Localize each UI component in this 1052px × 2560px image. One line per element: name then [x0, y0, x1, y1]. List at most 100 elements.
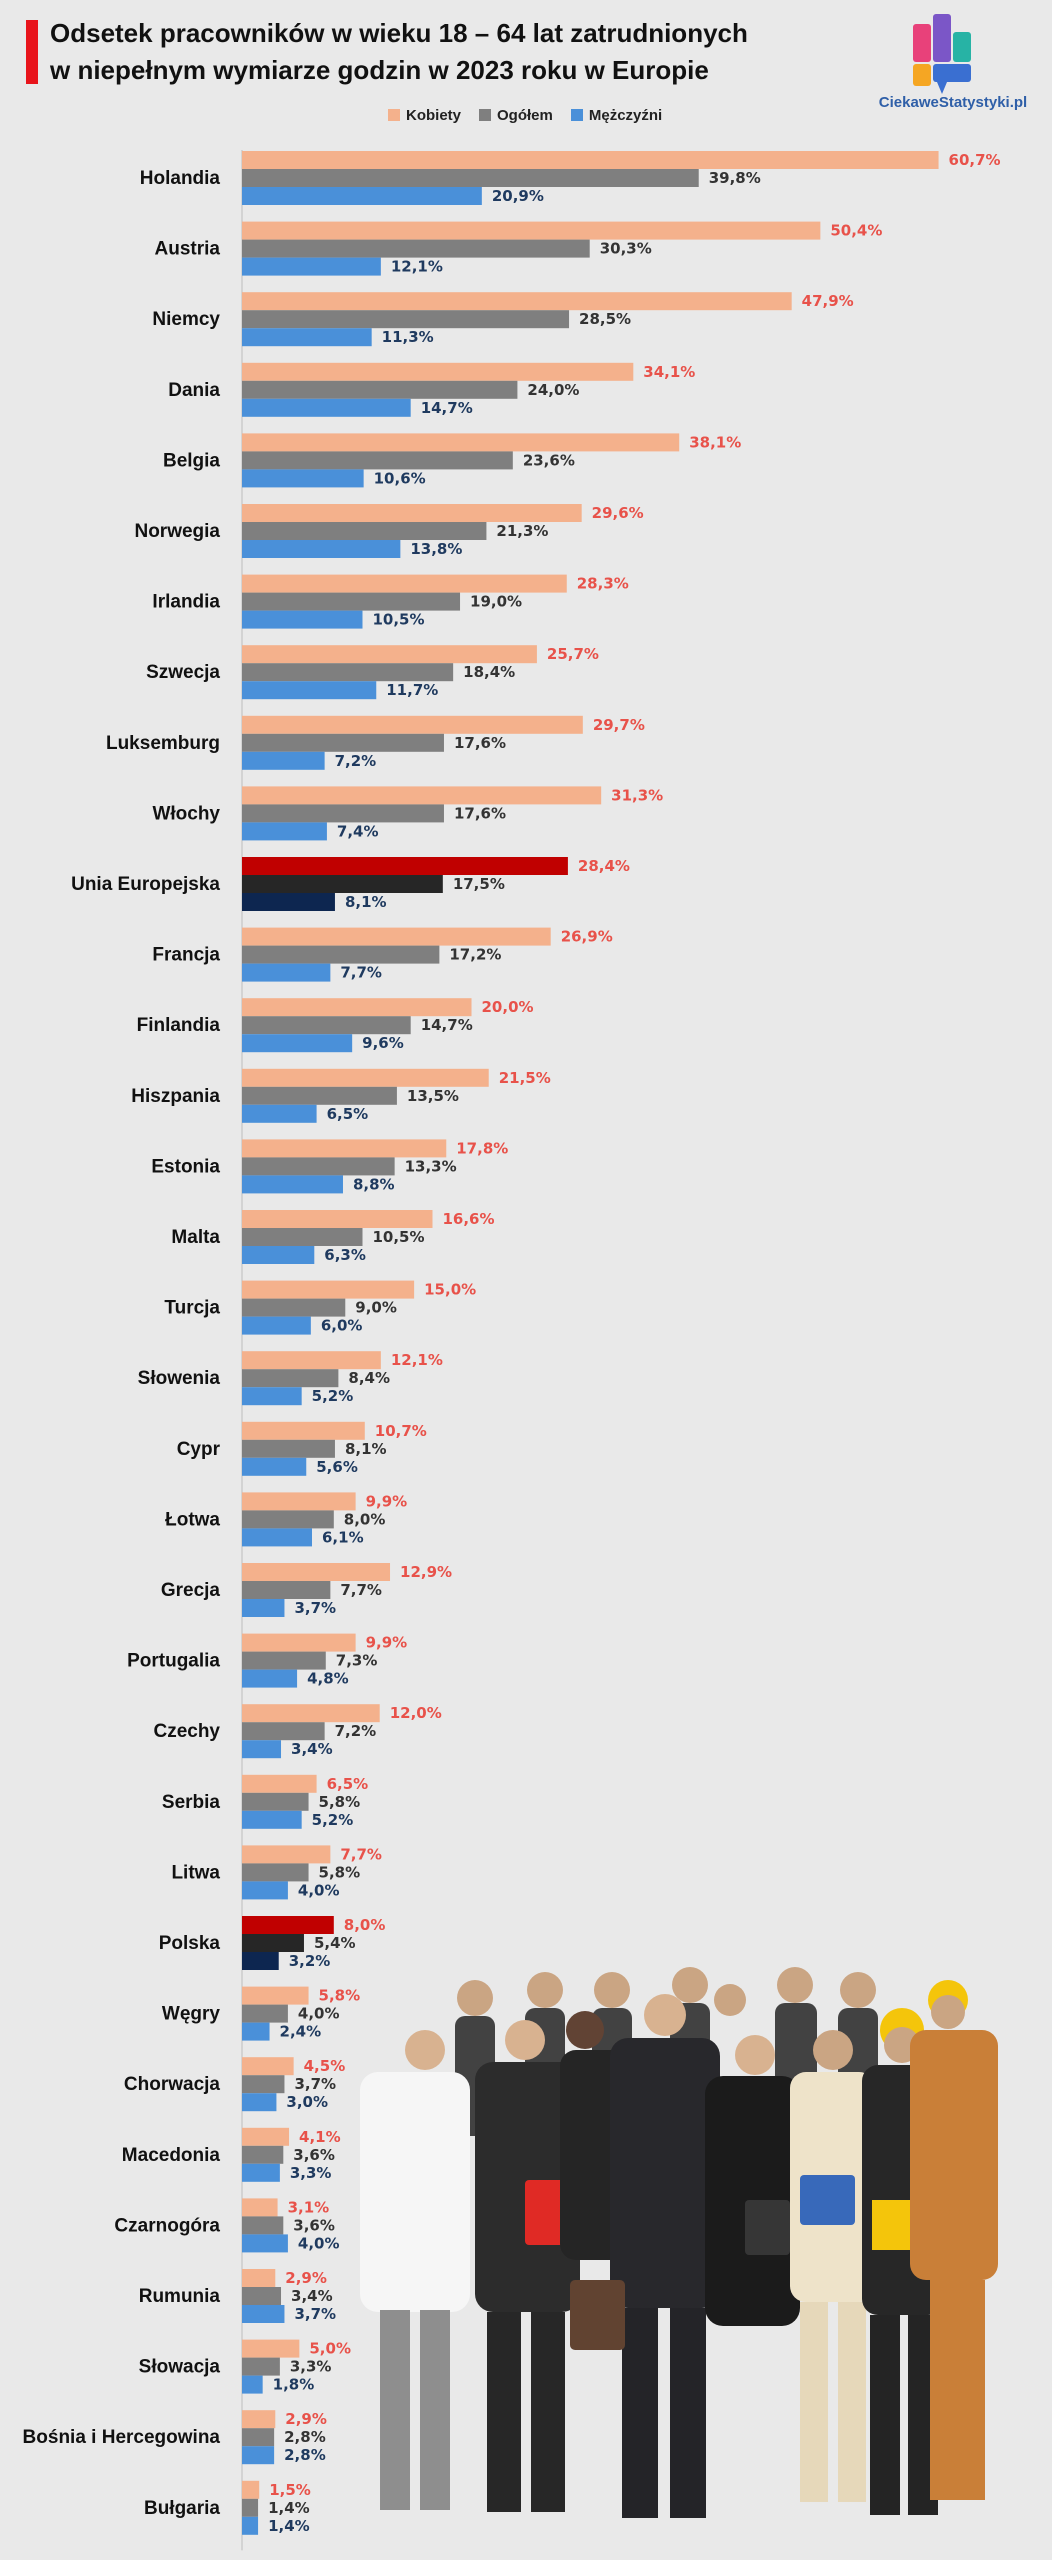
data-label: 6,3% [324, 1246, 366, 1264]
data-label: 28,4% [578, 857, 630, 875]
workers-group-image [360, 1967, 998, 2518]
data-label: 3,0% [286, 2093, 328, 2111]
category-label: Holandia [140, 168, 221, 189]
bar-mezczyzni [242, 2093, 277, 2112]
data-label: 3,7% [294, 2305, 336, 2323]
bar-ogolem [242, 1934, 304, 1952]
data-label: 38,1% [689, 433, 741, 451]
bar-ogolem [242, 310, 570, 329]
category-label: Austria [155, 239, 221, 260]
data-label: 60,7% [949, 151, 1001, 169]
bar-ogolem [242, 1581, 331, 1599]
title-accent-bar [26, 20, 38, 84]
data-label: 5,8% [319, 1863, 361, 1881]
legend-label-kobiety: Kobiety [406, 106, 462, 124]
data-label: 20,9% [492, 187, 544, 205]
data-label: 5,6% [316, 1458, 358, 1476]
data-label: 8,4% [348, 1369, 390, 1387]
bar-mezczyzni [242, 257, 381, 276]
bar-ogolem [242, 1369, 339, 1388]
bar-mezczyzni [242, 1246, 315, 1264]
data-label: 3,6% [293, 2146, 335, 2164]
bar-kobiety [242, 998, 472, 1017]
bar-kobiety [242, 1845, 331, 1864]
bar-ogolem [242, 875, 443, 893]
bar-mezczyzni [242, 963, 331, 982]
data-label: 13,3% [405, 1157, 457, 1175]
data-label: 6,5% [327, 1775, 369, 1793]
category-label: Bośnia i Hercegowina [23, 2427, 221, 2448]
category-label: Francja [152, 945, 220, 966]
data-label: 25,7% [547, 645, 599, 663]
bar-kobiety [242, 1351, 381, 1370]
bar-ogolem [242, 1016, 411, 1035]
legend-item-ogolem: Ogółem [479, 104, 553, 126]
legend-swatch-kobiety [388, 109, 400, 121]
bar-kobiety [242, 1563, 391, 1581]
bar-ogolem [242, 380, 518, 399]
bar-mezczyzni [242, 1034, 353, 1053]
data-label: 13,8% [410, 540, 462, 558]
data-label: 20,0% [482, 998, 534, 1016]
bar-mezczyzni [242, 1387, 302, 1406]
bar-kobiety [242, 2198, 278, 2217]
category-label: Hiszpania [131, 1086, 220, 1107]
bar-mezczyzni [242, 1881, 288, 1900]
category-label: Chorwacja [124, 2074, 221, 2095]
bar-mezczyzni [242, 1952, 279, 1970]
chart-title-line-2: w niepełnym wymiarze godzin w 2023 roku … [50, 55, 709, 85]
legend-label-ogolem: Ogółem [497, 106, 553, 124]
brand-logo [913, 14, 971, 94]
bar-mezczyzni [242, 1599, 285, 1617]
bar-ogolem [242, 169, 699, 187]
bar-kobiety [242, 927, 551, 946]
data-label: 8,1% [345, 893, 387, 911]
data-label: 7,7% [340, 1845, 382, 1863]
category-label: Czarnogóra [114, 2215, 220, 2236]
bar-ogolem [242, 1722, 325, 1741]
category-label: Macedonia [122, 2145, 221, 2166]
bar-kobiety [242, 1916, 334, 1934]
bar-ogolem [242, 1086, 397, 1105]
bar-kobiety [242, 715, 583, 734]
data-label: 1,8% [273, 2376, 315, 2394]
bar-kobiety [242, 221, 821, 240]
category-label: Irlandia [152, 592, 220, 613]
legend-swatch-ogolem [479, 109, 492, 121]
data-label: 11,3% [382, 328, 434, 346]
bar-ogolem [242, 2498, 259, 2517]
bar-kobiety [242, 2127, 290, 2146]
bar-ogolem [242, 2145, 284, 2164]
bar-kobiety [242, 2269, 276, 2287]
category-label: Bułgaria [144, 2498, 220, 2519]
data-label: 7,3% [336, 1652, 378, 1670]
bar-mezczyzni [242, 540, 401, 558]
category-label: Węgry [162, 2004, 221, 2025]
data-label: 3,7% [294, 2075, 336, 2093]
data-label: 2,8% [284, 2428, 326, 2446]
data-label: 7,7% [340, 1581, 382, 1599]
category-label: Belgia [163, 450, 220, 471]
data-label: 28,5% [579, 310, 631, 328]
bar-kobiety [242, 2339, 300, 2358]
bar-ogolem [242, 663, 454, 682]
category-label: Cypr [177, 1439, 221, 1460]
bar-ogolem [242, 592, 461, 611]
bar-mezczyzni [242, 610, 363, 629]
category-label: Niemcy [152, 309, 220, 330]
bar-kobiety [242, 2057, 294, 2076]
data-label: 7,4% [337, 822, 379, 840]
data-label: 7,2% [335, 752, 377, 770]
bar-ogolem [242, 1439, 335, 1458]
bar-mezczyzni [242, 2446, 275, 2465]
chart-legend: Kobiety Ogółem Mężczyźni [388, 104, 662, 126]
bar-ogolem [242, 733, 444, 752]
category-label: Włochy [152, 803, 220, 824]
data-label: 7,7% [340, 964, 382, 982]
data-label: 18,4% [463, 663, 515, 681]
bar-kobiety [242, 1986, 309, 2005]
data-label: 14,7% [421, 399, 473, 417]
bar-mezczyzni [242, 1175, 343, 1194]
data-label: 1,4% [268, 2517, 310, 2535]
legend-item-mezczyzni: Mężczyźni [570, 104, 662, 126]
